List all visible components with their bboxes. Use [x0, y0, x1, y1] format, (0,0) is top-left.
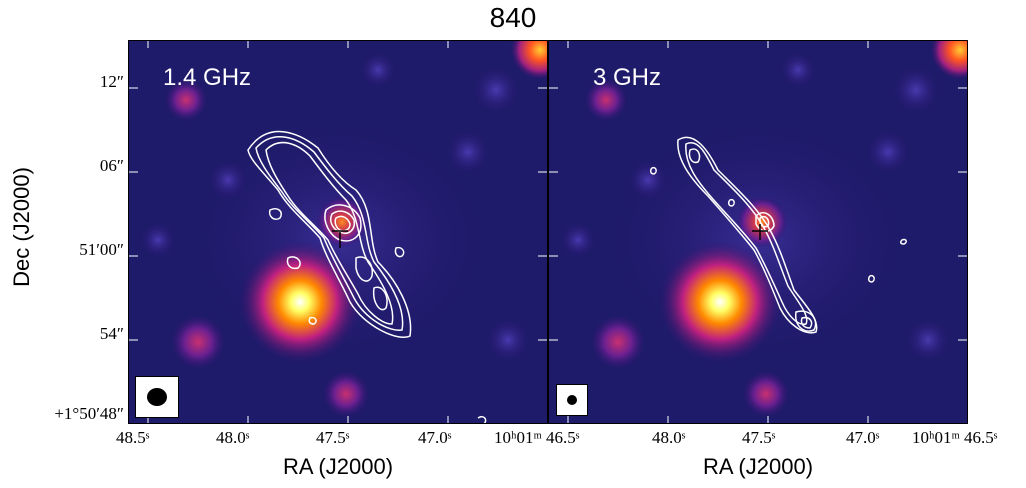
y-tick-label: 54″	[99, 324, 124, 343]
beam-box	[556, 384, 588, 416]
x-axis-label-left: RA (J2000)	[282, 454, 394, 479]
x-tick-label: 48.0ˢ	[216, 428, 250, 447]
beam-box	[135, 376, 179, 418]
frequency-label: 1.4 GHz	[163, 64, 252, 91]
image-panel-3ghz: 3 GHz	[548, 40, 968, 424]
y-tick-label: 51′00″	[79, 240, 124, 259]
x-tick-label: 48.5ˢ	[116, 428, 150, 447]
y-tick-label: 06″	[99, 156, 124, 175]
beam-ellipse	[147, 388, 167, 406]
x-tick-label: 47.0ˢ	[418, 428, 452, 447]
x-tick-label: 47.0ˢ	[846, 428, 880, 447]
image-panel-1-4ghz: 1.4 GHz	[128, 40, 548, 424]
beam-ellipse	[567, 395, 577, 405]
frequency-label: 3 GHz	[593, 64, 662, 91]
y-tick-label: +1°50′48″	[54, 404, 124, 423]
x-tick-label: 10ʰ01ᵐ 46.5ˢ	[494, 428, 580, 447]
x-tick-label: 48.0ˢ	[652, 428, 686, 447]
sky-image-1-4ghz	[128, 40, 548, 424]
x-axis-label-right: RA (J2000)	[702, 454, 814, 479]
y-tick-label: 12″	[99, 72, 124, 91]
x-tick-label: 10ʰ01ᵐ 46.5ˢ	[912, 428, 998, 447]
sky-image-3ghz	[548, 40, 968, 424]
x-tick-label: 47.5ˢ	[316, 428, 350, 447]
x-tick-label: 47.5ˢ	[742, 428, 776, 447]
figure-title: 840	[489, 2, 537, 33]
